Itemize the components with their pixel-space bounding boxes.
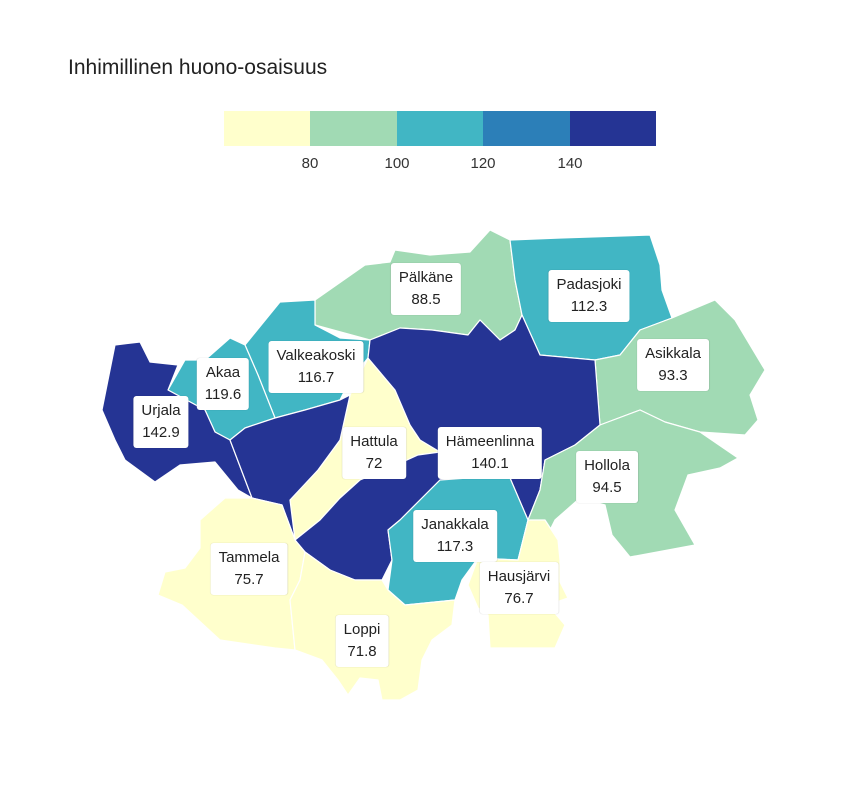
label-hameenlinna: Hämeenlinna 140.1 [437,427,543,479]
label-tammela: Tammela 75.7 [210,543,288,595]
legend-tick-80: 80 [301,155,319,172]
legend-swatch-1 [224,111,311,146]
legend-tick-140: 140 [557,155,583,172]
label-padasjoki-value: 112.3 [570,298,608,315]
legend-swatch-3 [396,111,484,146]
label-loppi-value: 71.8 [347,643,377,660]
label-tammela-name: Tammela [218,549,280,566]
label-janakkala-value: 117.3 [436,538,474,555]
label-palkane-name: Pälkäne [398,269,454,286]
label-palkane: Pälkäne 88.5 [390,263,462,315]
label-tammela-value: 75.7 [234,571,264,588]
label-hausjarvi: Hausjärvi 76.7 [479,562,559,614]
label-janakkala: Janakkala 117.3 [413,510,497,562]
label-hollola-value: 94.5 [592,479,622,496]
label-valkeakoski-value: 116.7 [297,369,335,386]
label-urjala-name: Urjala [141,402,181,419]
legend-tick-120: 120 [470,155,496,172]
label-valkeakoski-name: Valkeakoski [276,347,356,364]
label-akaa-value: 119.6 [204,386,242,403]
label-hausjarvi-name: Hausjärvi [487,568,551,585]
label-hattula-name: Hattula [350,433,398,450]
label-loppi: Loppi 71.8 [335,615,389,667]
label-palkane-value: 88.5 [411,291,441,308]
label-hameenlinna-value: 140.1 [471,455,509,472]
label-janakkala-name: Janakkala [421,516,489,533]
legend-swatch-5 [569,111,657,146]
label-asikkala-value: 93.3 [658,367,688,384]
label-hollola: Hollola 94.5 [576,451,638,503]
legend-swatch-4 [483,111,570,146]
color-legend [224,111,657,146]
label-hameenlinna-name: Hämeenlinna [445,433,535,450]
label-hattula: Hattula 72 [342,427,406,479]
legend-swatch-2 [310,111,397,146]
map-title: Inhimillinen huono-osaisuus [68,56,328,79]
label-akaa: Akaa 119.6 [196,358,250,410]
label-hausjarvi-value: 76.7 [504,590,534,607]
label-valkeakoski: Valkeakoski 116.7 [268,341,364,393]
label-urjala: Urjala 142.9 [133,396,189,448]
label-hattula-value: 72 [365,455,383,472]
label-hollola-name: Hollola [584,457,630,474]
label-asikkala: Asikkala 93.3 [637,339,709,391]
label-akaa-name: Akaa [205,364,241,381]
label-padasjoki-name: Padasjoki [556,276,622,293]
legend-tick-100: 100 [384,155,410,172]
label-padasjoki: Padasjoki 112.3 [548,270,630,322]
label-loppi-name: Loppi [343,621,381,638]
label-asikkala-name: Asikkala [645,345,701,362]
label-urjala-value: 142.9 [142,424,180,441]
